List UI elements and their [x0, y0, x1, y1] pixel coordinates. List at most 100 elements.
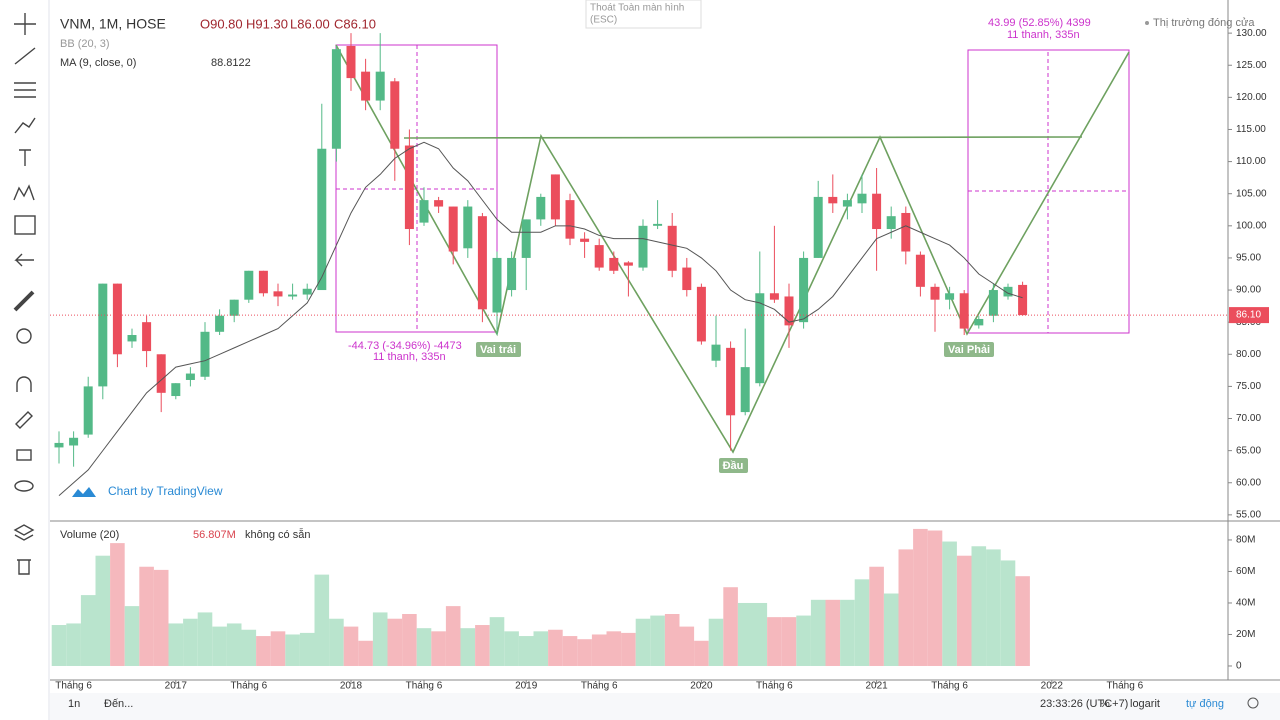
volume-bar: [635, 618, 651, 666]
candle-body: [696, 286, 706, 342]
auto[interactable]: tự động: [1186, 698, 1224, 710]
label-box: [476, 342, 521, 357]
candle-body: [404, 145, 414, 230]
tool-eye[interactable]: [14, 480, 34, 492]
volume-value: 56.807M: [193, 529, 236, 541]
candle-body: [156, 354, 166, 393]
candle-body: [463, 206, 473, 249]
volume-bar: [256, 636, 271, 666]
pattern-label: Đầu: [723, 460, 744, 472]
tool-back[interactable]: [14, 253, 34, 267]
candle-body: [536, 196, 546, 220]
tool-magnet[interactable]: [16, 376, 32, 392]
tool-fib[interactable]: [14, 82, 36, 98]
toolbar: [13, 13, 36, 575]
candle-body: [638, 225, 648, 268]
candle-body: [769, 293, 779, 300]
volume-bar: [197, 612, 213, 666]
candle-body: [784, 296, 794, 326]
y-tick-label: 90.00: [1236, 285, 1261, 296]
volume-bar: [416, 628, 432, 666]
label-box: [944, 342, 994, 357]
y-tick-label: 95.00: [1236, 253, 1261, 264]
candle-body: [726, 347, 736, 416]
candle-body: [857, 193, 867, 204]
candle-body: [711, 344, 721, 361]
tool-ruler[interactable]: [13, 290, 35, 312]
logo: [72, 487, 96, 497]
watermark[interactable]: Chart by TradingView: [108, 484, 223, 498]
interval[interactable]: 1n: [68, 698, 80, 710]
volume-bar: [591, 634, 607, 666]
clock: 23:33:26 (UTC+7): [1040, 698, 1128, 710]
volume-bar: [343, 626, 359, 666]
candle-body: [901, 212, 911, 252]
candle-body: [755, 293, 765, 384]
last-price-tag: [1229, 307, 1269, 324]
tool-trash[interactable]: [17, 559, 31, 575]
tool-layers[interactable]: [13, 524, 35, 541]
volume-bar: [153, 569, 169, 666]
tool-zoom[interactable]: [16, 328, 32, 344]
goto[interactable]: Đến...: [104, 698, 133, 710]
y-tick-label: 105.00: [1236, 188, 1267, 199]
pattern-label: Vai trái: [480, 344, 516, 356]
x-tick-label: 2020: [690, 681, 713, 692]
candle-body: [886, 216, 896, 230]
candle-body: [930, 286, 940, 300]
fullscreen-key: (ESC): [590, 15, 617, 26]
volume-bar: [183, 618, 198, 666]
volume-bar: [431, 631, 446, 666]
candle-body: [550, 174, 560, 220]
volume-bar: [358, 640, 373, 666]
volume-bar: [445, 606, 461, 666]
candle-body: [331, 49, 341, 149]
volume-bar: [124, 606, 140, 666]
volume-bar: [314, 574, 330, 666]
volume-bar: [51, 625, 67, 666]
y-tick-label: 75.00: [1236, 381, 1261, 392]
volume-bar: [913, 528, 928, 666]
x-tick-label: Tháng 6: [1106, 681, 1143, 692]
tool-predict[interactable]: [14, 215, 36, 235]
tool-lock[interactable]: [16, 449, 32, 461]
y-tick-label: 110.00: [1236, 156, 1266, 167]
settings[interactable]: [1247, 697, 1259, 709]
volume-bar: [504, 631, 519, 666]
candle-body: [915, 254, 925, 287]
percent[interactable]: %: [1100, 698, 1110, 710]
candle-body: [112, 283, 122, 355]
y-tick-label: 60.00: [1236, 477, 1261, 488]
tool-trend[interactable]: [14, 47, 36, 65]
candle-body: [244, 270, 254, 300]
volume-bar: [752, 602, 768, 666]
ma-line: [58, 141, 1023, 496]
volume-bar: [329, 618, 344, 666]
volume-bar: [737, 602, 753, 666]
volume-bar: [577, 639, 592, 666]
volume-bar: [241, 629, 257, 666]
fullscreen-hint[interactable]: [585, 0, 702, 29]
y-tick-label: 120.00: [1236, 92, 1267, 103]
x-tick-label: 2019: [515, 681, 538, 692]
volume-bar: [95, 555, 111, 666]
candle-body: [653, 223, 663, 226]
y-tick-label: 55.00: [1236, 510, 1261, 521]
candle-body: [521, 219, 531, 258]
log[interactable]: logarit: [1130, 698, 1160, 710]
tool-text[interactable]: [19, 149, 31, 166]
tool-pattern[interactable]: [13, 184, 35, 201]
volume-bar: [489, 617, 505, 666]
candle-body: [448, 206, 458, 252]
volume-bar: [781, 617, 797, 666]
candle-body: [83, 386, 93, 435]
candle-body: [375, 71, 385, 101]
candle-body: [346, 45, 356, 79]
volume-bar: [460, 628, 476, 666]
volume-bar: [562, 636, 578, 666]
tool-lock-draw[interactable]: [15, 411, 33, 429]
candle-body: [317, 148, 327, 291]
y-tick-label: 130.00: [1236, 28, 1267, 39]
tool-path[interactable]: [14, 117, 36, 134]
